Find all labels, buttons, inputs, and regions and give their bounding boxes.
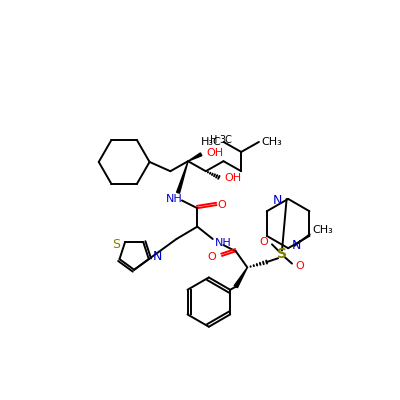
Text: OH: OH bbox=[206, 148, 224, 158]
Text: O: O bbox=[259, 237, 268, 247]
Text: OH: OH bbox=[224, 173, 241, 183]
Text: NH: NH bbox=[215, 238, 232, 248]
Text: CH₃: CH₃ bbox=[312, 226, 333, 236]
Text: S: S bbox=[112, 238, 120, 251]
Text: O: O bbox=[296, 261, 305, 271]
Text: O: O bbox=[208, 252, 216, 262]
Text: N: N bbox=[153, 250, 162, 263]
Text: N: N bbox=[273, 194, 282, 207]
Text: O: O bbox=[218, 200, 226, 210]
Text: N: N bbox=[292, 239, 301, 252]
Text: S: S bbox=[277, 247, 287, 261]
Text: 3C: 3C bbox=[220, 135, 232, 145]
Text: CH₃: CH₃ bbox=[261, 137, 282, 147]
Polygon shape bbox=[234, 268, 247, 288]
Text: H₃C: H₃C bbox=[200, 137, 221, 147]
Polygon shape bbox=[176, 161, 188, 193]
Text: H: H bbox=[210, 135, 217, 145]
Text: NH: NH bbox=[166, 194, 182, 204]
Polygon shape bbox=[188, 153, 202, 161]
